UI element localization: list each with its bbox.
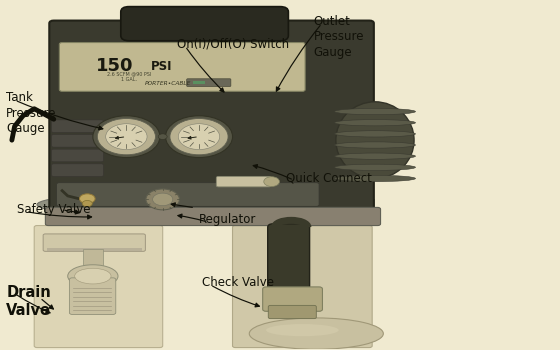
Ellipse shape <box>334 142 416 148</box>
Text: Quick Connect: Quick Connect <box>286 172 371 184</box>
FancyBboxPatch shape <box>216 176 271 187</box>
Bar <box>46 248 142 251</box>
FancyBboxPatch shape <box>268 306 316 318</box>
FancyBboxPatch shape <box>59 43 305 91</box>
Circle shape <box>170 119 228 155</box>
FancyBboxPatch shape <box>34 225 163 348</box>
FancyBboxPatch shape <box>268 224 310 297</box>
Circle shape <box>178 124 220 149</box>
FancyBboxPatch shape <box>232 225 372 348</box>
FancyBboxPatch shape <box>69 278 116 314</box>
Circle shape <box>82 201 92 207</box>
Text: Outlet
Pressure
Gauge: Outlet Pressure Gauge <box>314 15 364 59</box>
Ellipse shape <box>334 153 416 159</box>
Bar <box>48 199 375 219</box>
Ellipse shape <box>68 265 118 287</box>
FancyBboxPatch shape <box>121 7 288 41</box>
FancyBboxPatch shape <box>45 208 381 225</box>
Circle shape <box>93 116 160 158</box>
Ellipse shape <box>334 175 416 182</box>
Bar <box>193 81 204 84</box>
Ellipse shape <box>266 324 339 336</box>
FancyBboxPatch shape <box>57 183 319 206</box>
Text: Regulator: Regulator <box>199 214 256 226</box>
Ellipse shape <box>336 102 414 178</box>
Circle shape <box>166 116 232 158</box>
Text: 2.6 SCFM @90 PSI
1 GAL.: 2.6 SCFM @90 PSI 1 GAL. <box>107 71 151 82</box>
Circle shape <box>97 119 156 155</box>
Bar <box>83 249 103 266</box>
Circle shape <box>80 194 95 204</box>
Circle shape <box>158 134 167 139</box>
FancyBboxPatch shape <box>186 79 231 86</box>
Ellipse shape <box>74 268 111 284</box>
FancyBboxPatch shape <box>49 21 374 216</box>
FancyBboxPatch shape <box>43 234 146 251</box>
Text: PORTER•CABLE: PORTER•CABLE <box>145 81 192 86</box>
Ellipse shape <box>334 108 416 115</box>
FancyBboxPatch shape <box>52 120 104 132</box>
Circle shape <box>146 189 179 210</box>
FancyBboxPatch shape <box>263 287 323 311</box>
Text: Safety Valve: Safety Valve <box>17 203 91 216</box>
Ellipse shape <box>249 318 384 349</box>
Ellipse shape <box>334 120 416 126</box>
Ellipse shape <box>334 131 416 137</box>
Text: Check Valve: Check Valve <box>202 276 274 289</box>
Text: On(I)/Off(O) Switch: On(I)/Off(O) Switch <box>176 37 289 50</box>
Ellipse shape <box>37 191 372 219</box>
FancyBboxPatch shape <box>52 149 104 162</box>
Circle shape <box>106 124 147 149</box>
Circle shape <box>264 177 279 187</box>
Text: Drain
Valve: Drain Valve <box>6 285 52 318</box>
Text: PSI: PSI <box>151 61 172 74</box>
Circle shape <box>153 193 172 206</box>
FancyBboxPatch shape <box>52 134 104 147</box>
FancyBboxPatch shape <box>52 164 104 176</box>
Text: 150: 150 <box>96 57 133 75</box>
Text: Tank
Pressure
Gauge: Tank Pressure Gauge <box>6 91 57 135</box>
Ellipse shape <box>334 164 416 170</box>
